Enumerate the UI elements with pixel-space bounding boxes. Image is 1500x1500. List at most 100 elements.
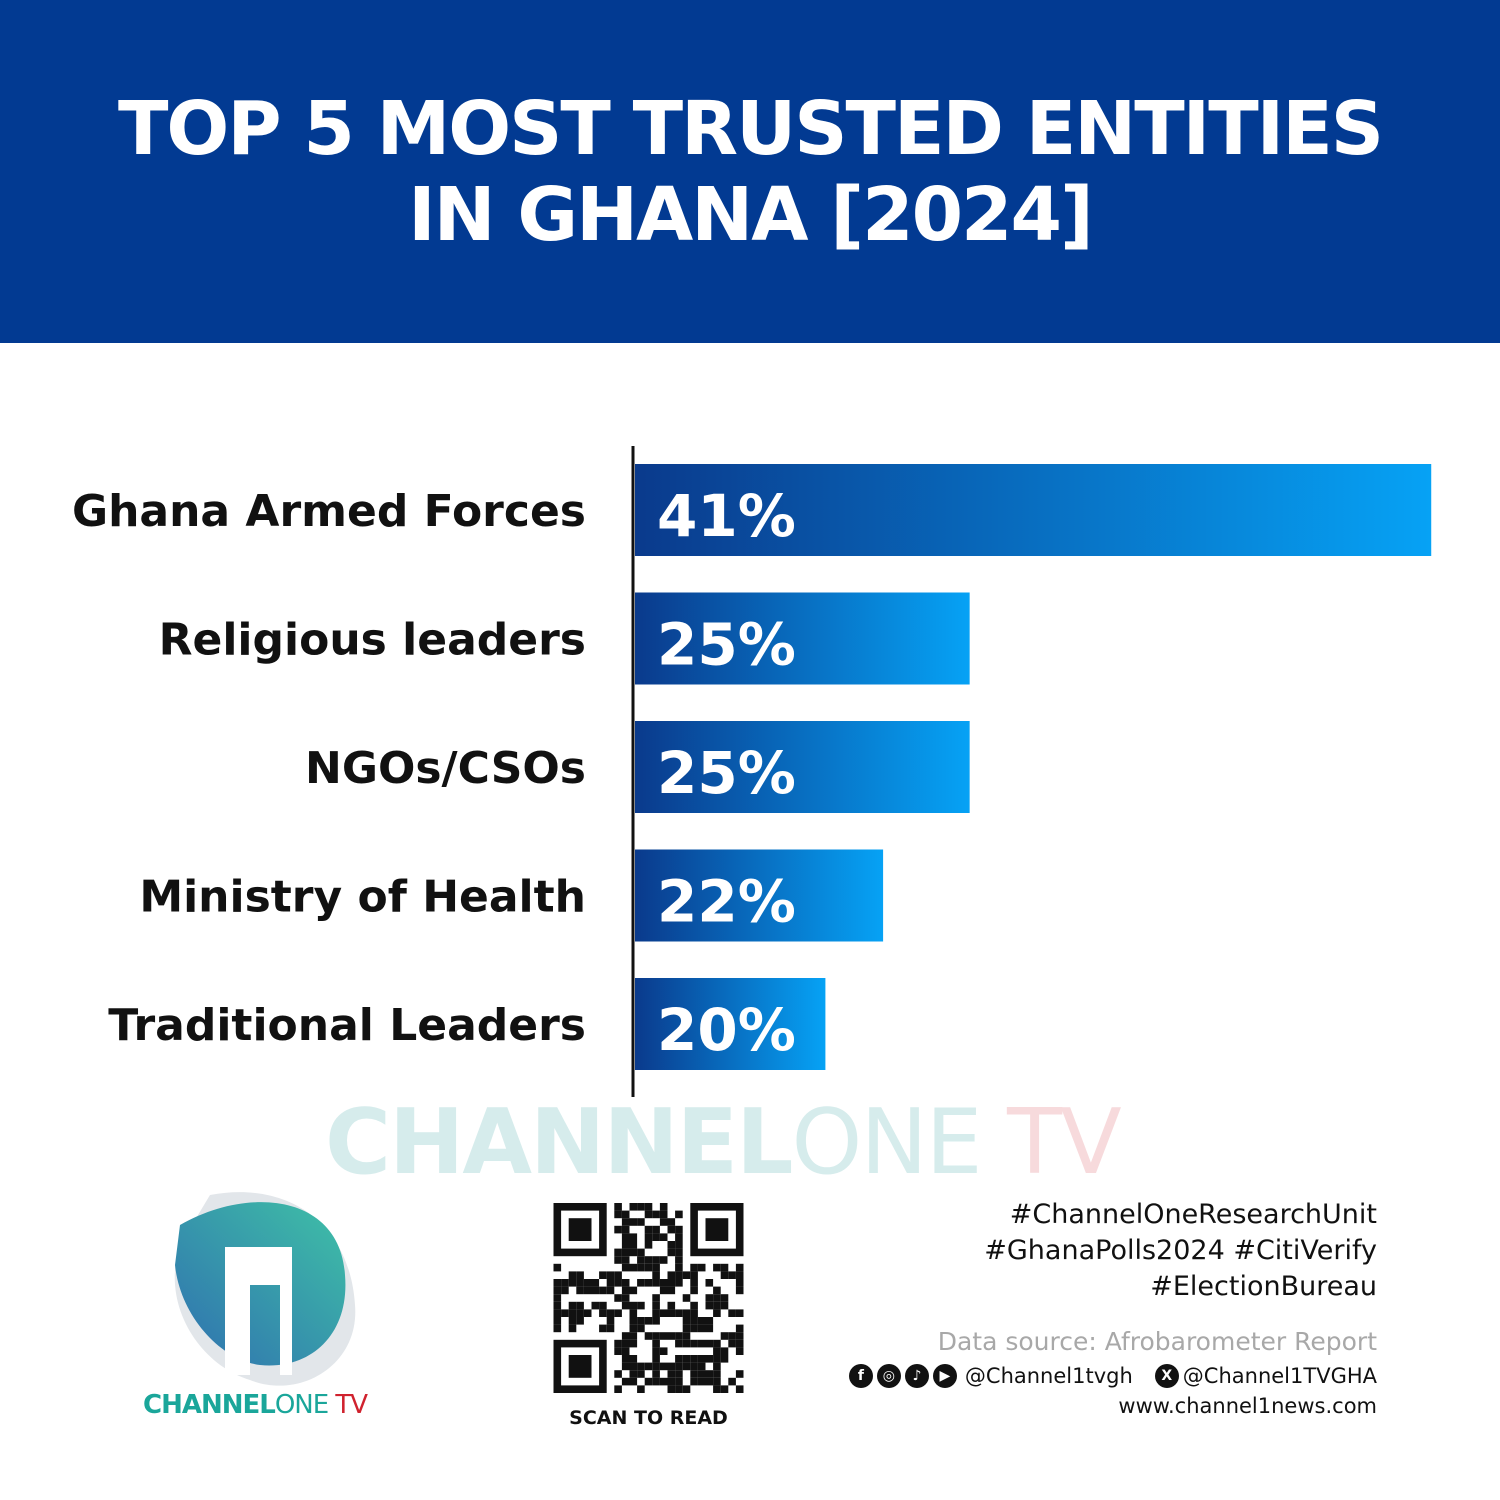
qr-module [690,1377,698,1386]
bar [635,978,826,1070]
qr-module [599,1301,607,1310]
qr-module [705,1377,714,1386]
youtube-icon[interactable]: ▶ [932,1364,957,1388]
qr-module [637,1385,645,1393]
qr-module [675,1385,683,1393]
qr-module [614,1294,622,1302]
qr-module [621,1233,630,1241]
qr-module [621,1279,630,1287]
qr-module [576,1309,584,1317]
qr-module [659,1347,668,1355]
footer-info: #ChannelOneResearchUnit #GhanaPolls2024 … [848,1197,1377,1418]
tiktok-icon[interactable]: ♪ [904,1364,929,1388]
qr-module [637,1263,645,1272]
qr-module [652,1355,660,1363]
qr-module [576,1279,584,1287]
qr-module [614,1347,622,1355]
qr-module [659,1233,668,1241]
title-line-1: TOP 5 MOST TRUSTED ENTITIES [117,85,1384,172]
qr-module [576,1301,584,1310]
qr-module [659,1377,668,1386]
qr-module [667,1218,676,1226]
qr-module [728,1271,736,1279]
bar [635,464,1432,556]
qr-module [606,1317,615,1325]
qr-module [652,1271,660,1279]
qr-module [652,1347,660,1355]
x-icon[interactable]: X [1154,1364,1179,1388]
title-line-2: IN GHANA [2024] [408,171,1094,258]
instagram-icon[interactable]: ◎ [876,1364,901,1388]
qr-module [644,1332,653,1340]
qr-module [629,1263,638,1272]
qr-module [644,1279,653,1287]
qr-module [690,1309,698,1317]
qr-module [621,1248,630,1257]
qr-module [629,1370,638,1378]
qr-module [561,1286,569,1295]
qr-module [599,1309,607,1317]
qr-module [682,1385,691,1393]
qr-module [621,1241,630,1249]
qr-finder [568,1355,592,1378]
qr-module [690,1279,698,1287]
qr-module [735,1385,744,1393]
social-handle[interactable]: @Channel1tvgh [964,1364,1133,1388]
qr-module [576,1271,584,1279]
hashtag-line: #ChannelOneResearchUnit [1009,1199,1377,1230]
qr-module [637,1362,645,1371]
qr-module [675,1233,683,1241]
qr-module [621,1301,630,1310]
qr-module [621,1332,630,1340]
qr-module [637,1324,645,1333]
qr-module [735,1324,744,1333]
qr-code[interactable] [553,1203,744,1393]
qr-module [675,1355,683,1363]
brand-one: ONE [274,1390,329,1420]
qr-module [652,1362,660,1371]
qr-module [644,1241,653,1249]
qr-module [720,1385,729,1393]
qr-module [629,1286,638,1295]
category-label: Ministry of Health [139,872,586,923]
qr-module [606,1324,615,1333]
qr-module [675,1339,683,1348]
qr-module [667,1370,676,1378]
qr-module [614,1203,622,1211]
qr-module [735,1286,744,1295]
qr-module [705,1324,714,1333]
qr-module [713,1370,721,1378]
qr-module [675,1332,683,1340]
qr-module [637,1218,645,1226]
qr-module [675,1309,683,1317]
qr-module [583,1279,592,1287]
qr-module [652,1309,660,1317]
qr-module [629,1332,638,1340]
qr-module [637,1203,645,1211]
qr-module [599,1324,607,1333]
qr-module [621,1294,630,1302]
qr-module [553,1294,562,1302]
qr-module [629,1241,638,1249]
qr-module [576,1286,584,1295]
website-link[interactable]: www.channel1news.com [1118,1394,1377,1418]
qr-module [659,1362,668,1371]
hashtag-line: #GhanaPolls2024 #CitiVerify [984,1235,1377,1266]
qr-module [675,1256,683,1264]
qr-module [621,1377,630,1386]
qr-module [682,1317,691,1325]
x-handle[interactable]: @Channel1TVGHA [1182,1364,1377,1388]
watermark: CHANNELONE TV [325,1090,1122,1195]
facebook-icon[interactable]: f [848,1364,873,1388]
qr-module [735,1309,744,1317]
category-label: NGOs/CSOs [305,743,586,794]
qr-module [652,1301,660,1310]
qr-module [553,1279,562,1287]
qr-module [583,1286,592,1295]
data-label: 22% [657,868,796,936]
header-banner: TOP 5 MOST TRUSTED ENTITIES IN GHANA [20… [0,0,1500,343]
qr-module [690,1370,698,1378]
qr-module [705,1294,714,1302]
qr-module [697,1317,706,1325]
